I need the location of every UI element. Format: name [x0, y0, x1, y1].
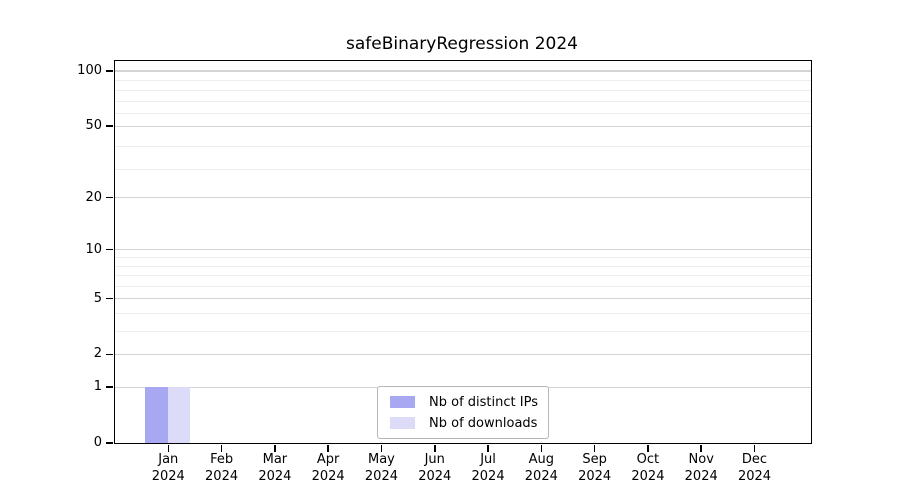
y-tick-label: 10	[85, 241, 102, 257]
x-tick-month: Jan	[158, 452, 179, 467]
y-tick-label: 50	[85, 118, 102, 134]
x-tick	[434, 444, 436, 452]
x-tick-month: May	[368, 452, 395, 467]
y-tick	[106, 248, 114, 251]
x-tick-month: Aug	[528, 452, 555, 467]
y-minor-gridline	[115, 275, 811, 277]
x-tick-label: Jan 2024	[138, 451, 198, 485]
x-tick	[327, 444, 329, 452]
x-tick	[593, 444, 596, 452]
y-gridline	[115, 125, 811, 127]
x-tick-year: 2024	[631, 469, 665, 484]
x-tick	[487, 444, 489, 452]
y-tick	[106, 297, 114, 300]
y-gridline	[115, 297, 811, 300]
y-tick-label: 2	[93, 346, 102, 362]
x-tick-month: Mar	[262, 452, 288, 467]
x-tick-month: Jul	[480, 452, 496, 467]
y-tick	[106, 196, 114, 199]
x-tick-year: 2024	[737, 469, 772, 484]
y-tick-label: 100	[77, 63, 102, 79]
x-tick-label: Feb 2024	[192, 451, 252, 485]
x-tick-year: 2024	[471, 469, 505, 484]
x-tick-year: 2024	[418, 469, 452, 484]
y-gridline	[115, 249, 811, 251]
x-tick-month: Oct	[636, 452, 660, 467]
x-tick-label: Jul 2024	[458, 451, 518, 485]
x-tick-year: 2024	[205, 469, 239, 484]
x-tick	[274, 444, 276, 452]
x-tick	[540, 444, 543, 452]
y-tick	[106, 386, 114, 388]
x-tick-year: 2024	[578, 469, 612, 484]
x-tick-label: Apr 2024	[298, 451, 358, 485]
x-tick	[220, 444, 223, 452]
y-tick-label: 0	[93, 435, 102, 450]
x-tick	[167, 444, 170, 452]
y-gridline	[115, 353, 811, 356]
x-tick-year: 2024	[258, 469, 292, 484]
x-tick-month: Nov	[688, 452, 714, 467]
x-tick-year: 2024	[684, 469, 718, 484]
y-minor-gridline	[115, 257, 811, 259]
y-minor-gridline	[115, 100, 811, 102]
y-minor-gridline	[115, 168, 811, 170]
x-tick	[753, 444, 756, 452]
x-tick-year: 2024	[364, 469, 398, 484]
y-tick-label: 20	[85, 189, 102, 205]
y-tick	[106, 353, 114, 356]
x-tick-year: 2024	[311, 469, 345, 484]
x-tick-label: May 2024	[351, 451, 411, 485]
legend-swatch-distinct-ips	[390, 396, 416, 408]
x-tick	[700, 444, 702, 452]
legend: Nb of distinct IPs Nb of downloads	[377, 386, 549, 439]
x-tick	[380, 444, 383, 452]
plot-area: Nb of distinct IPs Nb of downloads 0 1 2 5 10…	[77, 60, 812, 484]
x-tick-label: Jun 2024	[405, 451, 465, 485]
x-tick-label: Nov 2024	[671, 451, 731, 485]
legend-swatch-downloads	[390, 417, 416, 429]
x-tick-label: Aug 2024	[511, 451, 571, 485]
y-gridline	[115, 70, 811, 72]
y-minor-gridline	[115, 80, 811, 82]
y-minor-gridline	[115, 331, 811, 333]
y-minor-gridline	[115, 265, 811, 267]
y-tick	[106, 70, 114, 72]
chart-title: safeBinaryRegression 2024	[346, 34, 578, 54]
x-tick-month: Jun	[424, 452, 445, 467]
legend-label: Nb of downloads	[429, 415, 538, 431]
x-tick-label: Dec 2024	[725, 451, 785, 485]
x-tick-month: Feb	[210, 452, 234, 467]
legend-label: Nb of distinct IPs	[429, 394, 538, 410]
y-tick-label: 5	[93, 290, 102, 306]
legend-item: Nb of downloads	[384, 415, 538, 431]
y-tick-label: 1	[93, 379, 102, 395]
x-tick-label: Oct 2024	[618, 451, 678, 485]
y-minor-gridline	[115, 286, 811, 288]
legend-item: Nb of distinct IPs	[384, 394, 538, 410]
y-minor-gridline	[115, 313, 811, 315]
y-minor-gridline	[115, 145, 811, 147]
x-tick-label: Mar 2024	[245, 451, 305, 485]
x-tick-year: 2024	[524, 469, 558, 484]
x-tick-month: Sep	[582, 452, 607, 467]
y-tick	[106, 442, 114, 444]
bar-downloads	[168, 387, 191, 443]
x-tick-month: Apr	[316, 452, 340, 467]
x-tick-label: Sep 2024	[565, 451, 625, 485]
x-tick-year: 2024	[151, 469, 185, 484]
y-minor-gridline	[115, 89, 811, 91]
y-gridline	[115, 197, 811, 199]
x-tick	[647, 444, 649, 452]
y-minor-gridline	[115, 113, 811, 114]
bar-distinct-ips	[145, 387, 169, 443]
x-tick-month: Dec	[741, 452, 768, 467]
y-tick	[106, 125, 114, 127]
